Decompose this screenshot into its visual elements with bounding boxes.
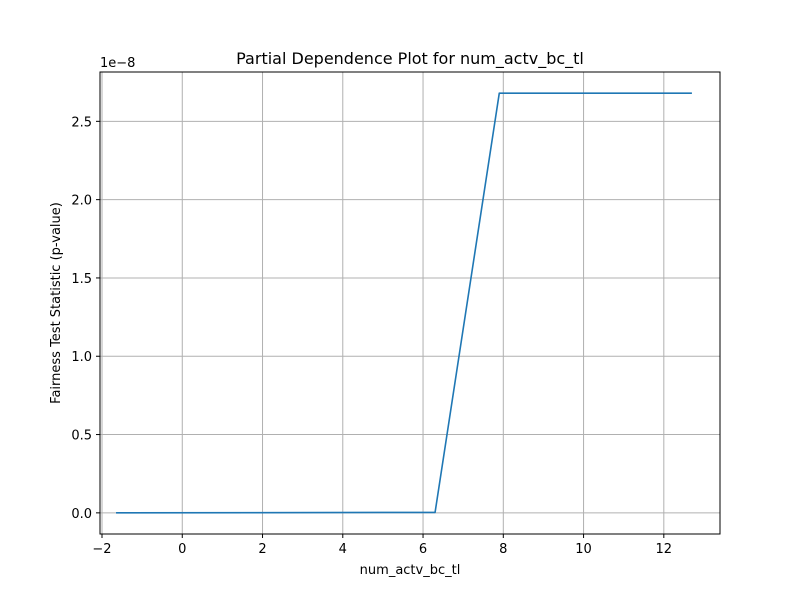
tick-layer: −2 0 2 4 6 8 10 12 0.0 0.5 1.0 1.5 2.0 2.5: [71, 115, 672, 557]
axes-frame: [99, 71, 721, 535]
grid-layer: [100, 72, 720, 534]
x-tick-label: 0: [178, 542, 186, 557]
series-line: [116, 92, 692, 514]
y-tick-label: 1.5: [71, 272, 92, 287]
y-offset-label: 1e−8: [100, 56, 135, 71]
y-tick-label: 1.0: [71, 350, 92, 365]
x-tick-label: 6: [419, 542, 427, 557]
y-tick-label: 2.5: [71, 115, 92, 130]
x-tick-label: 12: [656, 542, 673, 557]
x-tick-label: 8: [499, 542, 507, 557]
y-axis-label: Fairness Test Statistic (p-value): [49, 202, 64, 404]
series-layer: [116, 92, 692, 514]
x-tick-label: 10: [575, 542, 592, 557]
x-tick-label: 2: [258, 542, 266, 557]
y-tick-label: 2.0: [71, 194, 92, 209]
x-tick-label: 4: [339, 542, 347, 557]
chart-title: Partial Dependence Plot for num_actv_bc_…: [236, 49, 584, 69]
y-tick-label: 0.5: [71, 429, 92, 444]
x-tick-label: −2: [92, 542, 111, 557]
y-tick-label: 0.0: [71, 507, 92, 522]
x-axis-label: num_actv_bc_tl: [360, 563, 461, 578]
